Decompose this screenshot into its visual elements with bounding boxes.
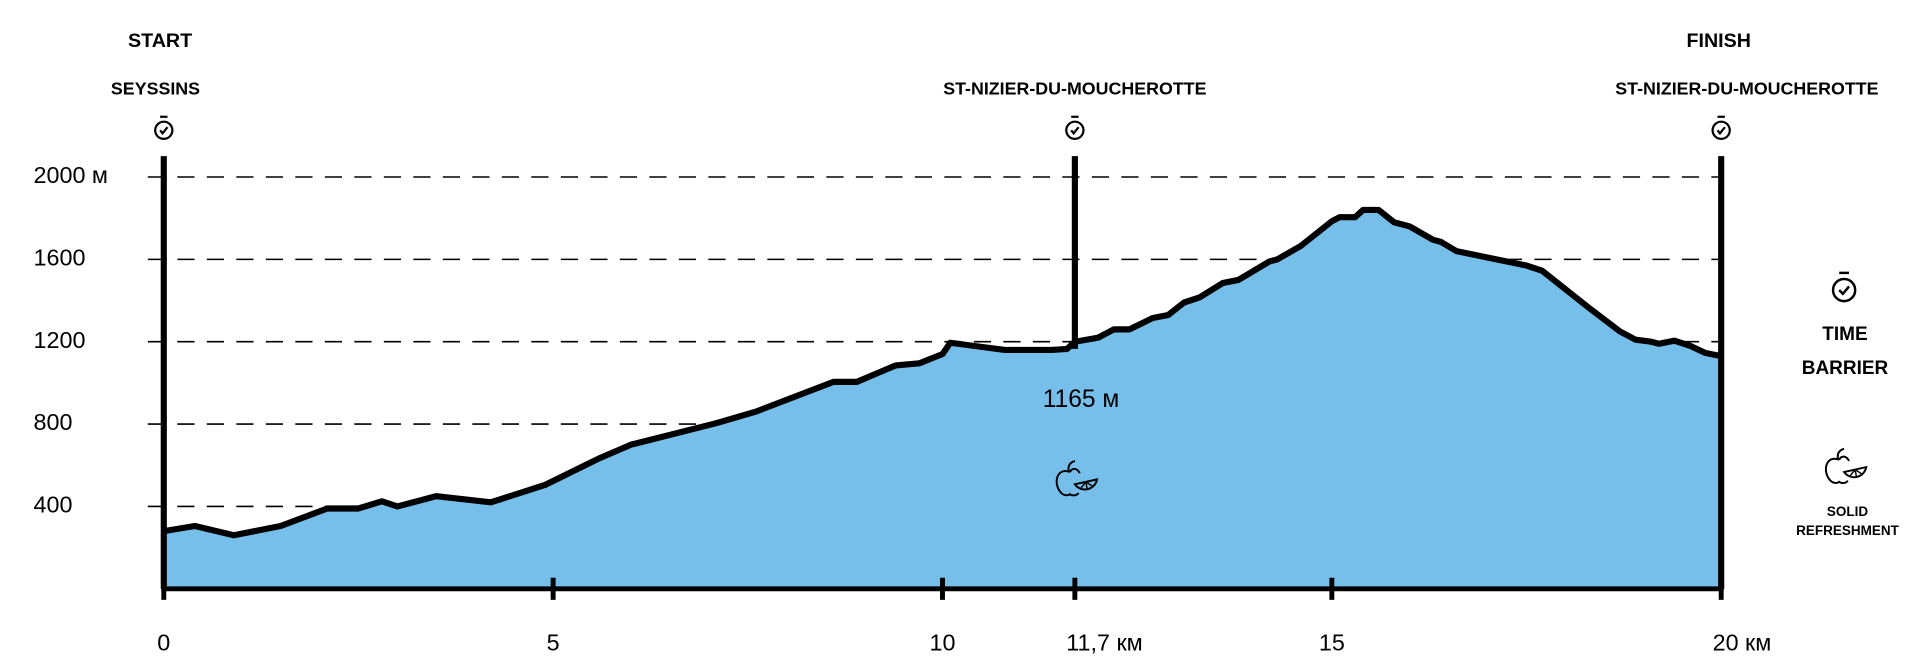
area <box>163 209 1722 589</box>
y-tick-label: 1200 <box>33 327 85 353</box>
elevation-label: 1165 м <box>1043 386 1120 413</box>
checkpoint-name: ST-NIZIER-DU-MOUCHEROTTE <box>943 78 1206 98</box>
x-tick-label: 11,7 км <box>1066 629 1142 655</box>
stopwatch-icon <box>154 115 174 141</box>
stopwatch-icon <box>1711 115 1731 141</box>
stopwatch-check <box>159 126 169 136</box>
x-tick-label: 0 <box>157 629 170 655</box>
legend-solid-refreshment: SOLID REFRESHMENT <box>1796 504 1899 538</box>
x-tick-label: 10 <box>930 629 956 655</box>
x-tick-label: 5 <box>547 629 560 655</box>
legend-time-barrier: TIME BARRIER <box>1801 324 1889 379</box>
y-tick-label: 400 <box>33 492 72 518</box>
refreshment-icon <box>1055 460 1099 497</box>
stopwatch-icon <box>1065 115 1085 141</box>
x-tick-label: 20 км <box>1713 629 1772 655</box>
legend-icons <box>1825 271 1868 485</box>
x-tick-label: 15 <box>1319 629 1345 655</box>
checkpoint-name: SEYSSINS <box>111 78 200 98</box>
stopwatch-ring <box>1711 120 1731 141</box>
stopwatch-ring <box>154 120 174 141</box>
y-tick-label: 800 <box>33 409 72 435</box>
checkpoint-name: ST-NIZIER-DU-MOUCHEROTTE <box>1615 78 1878 98</box>
refreshment-icon <box>1825 447 1868 485</box>
y-tick-label: 2000 м <box>33 162 107 188</box>
stopwatch-ring <box>1065 120 1085 141</box>
y-tick-label: 1600 <box>33 245 85 271</box>
stopwatch-check <box>1716 126 1726 136</box>
checkpoint-top: START <box>128 30 192 52</box>
stopwatch-check <box>1070 126 1080 136</box>
stopwatch-icon <box>1831 271 1857 303</box>
checkpoint-top: FINISH <box>1687 30 1751 52</box>
profile-line <box>163 206 1722 539</box>
